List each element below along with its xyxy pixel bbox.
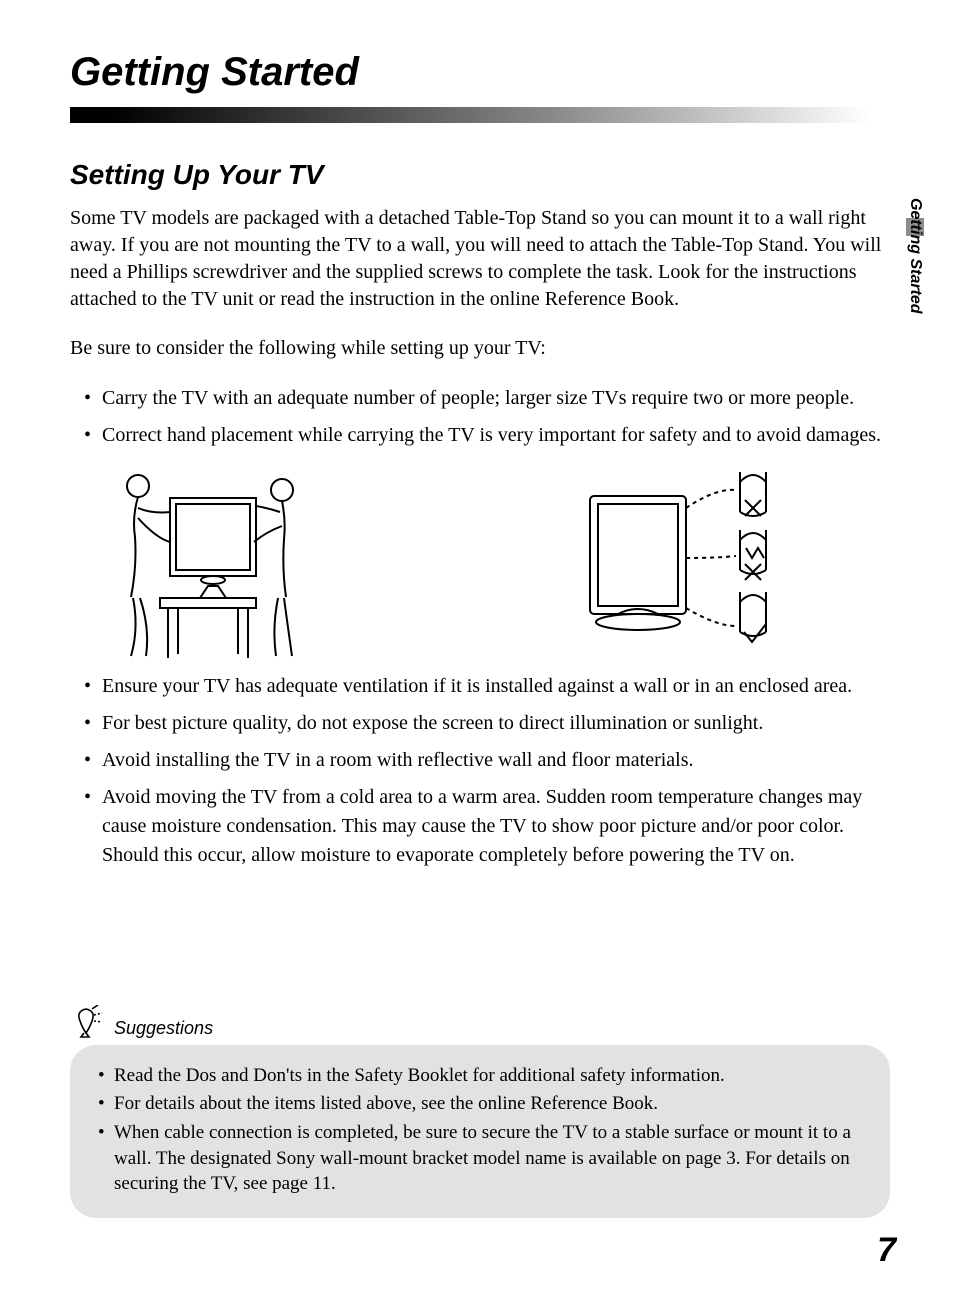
- carry-tv-illustration: [100, 468, 300, 658]
- bullet-item: Carry the TV with an adequate number of …: [102, 384, 894, 413]
- suggestions-box: Read the Dos and Don'ts in the Safety Bo…: [70, 1045, 890, 1218]
- page-number: 7: [877, 1231, 896, 1270]
- intro-paragraph-1: Some TV models are packaged with a detac…: [70, 205, 894, 313]
- suggestion-item: For details about the items listed above…: [114, 1091, 864, 1117]
- bullet-item: Avoid moving the TV from a cold area to …: [102, 783, 894, 870]
- suggestion-item: Read the Dos and Don'ts in the Safety Bo…: [114, 1063, 864, 1089]
- manual-page: Getting Started Setting Up Your TV Some …: [0, 0, 954, 1298]
- suggestions-block: Suggestions Read the Dos and Don'ts in t…: [70, 1005, 890, 1218]
- intro-paragraph-2: Be sure to consider the following while …: [70, 335, 894, 362]
- page-title: Getting Started: [70, 50, 894, 95]
- bullet-item: Ensure your TV has adequate ventilation …: [102, 672, 894, 701]
- hand-placement-illustration: [580, 468, 780, 658]
- thumb-tab-label: Getting Started: [906, 198, 924, 314]
- suggestions-title: Suggestions: [114, 1018, 213, 1039]
- bullet-item: For best picture quality, do not expose …: [102, 709, 894, 738]
- setup-bullets-bottom: Ensure your TV has adequate ventilation …: [70, 672, 894, 870]
- title-divider: [70, 107, 870, 123]
- illustration-row: [70, 460, 894, 672]
- bullet-item: Correct hand placement while carrying th…: [102, 421, 894, 450]
- setup-bullets-top: Carry the TV with an adequate number of …: [70, 384, 894, 450]
- section-title: Setting Up Your TV: [70, 159, 894, 191]
- lightbulb-icon: [70, 1005, 106, 1039]
- bullet-item: Avoid installing the TV in a room with r…: [102, 746, 894, 775]
- suggestion-item: When cable connection is completed, be s…: [114, 1120, 864, 1197]
